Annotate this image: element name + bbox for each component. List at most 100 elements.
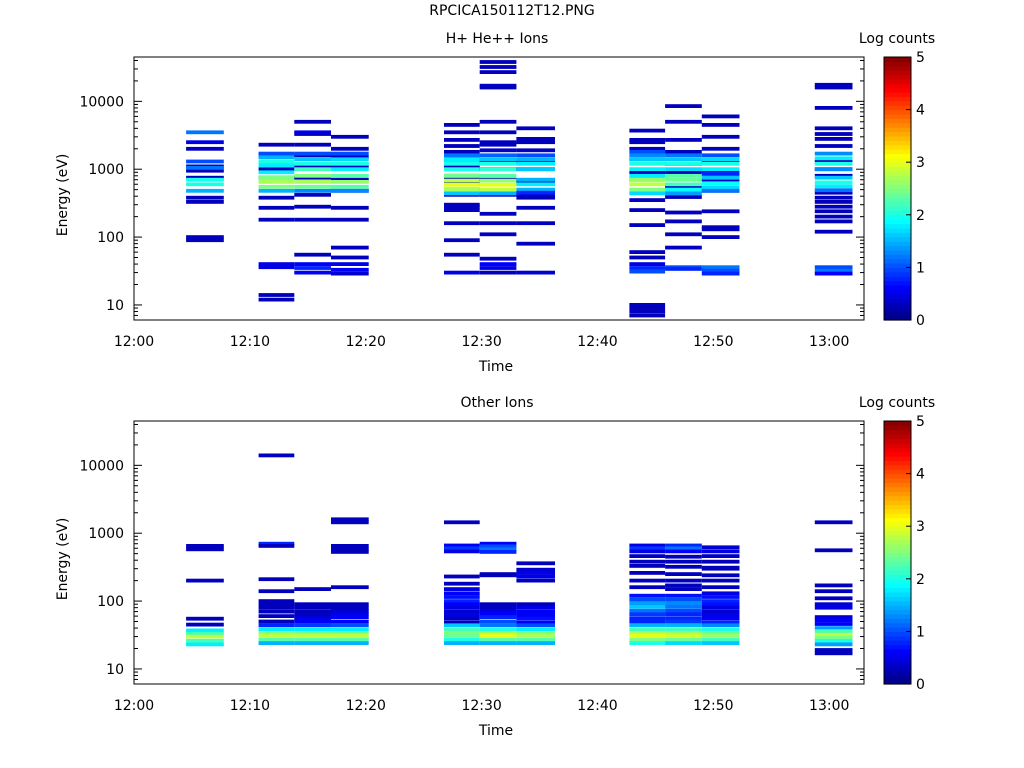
spectrogram-cell [444,130,480,135]
spectrogram-cell [701,545,740,550]
spectrogram-cell [629,585,666,590]
spectrogram-cell [294,270,331,275]
spectrogram-cell [258,544,295,548]
spectrogram-cell [629,208,666,212]
y-tick-label: 10000 [79,458,124,474]
spectrogram-cell [814,635,853,640]
spectrogram-cell [479,159,517,164]
spectrogram-cell [629,633,666,638]
spectrogram-cell [444,202,480,207]
colorbar-tick-label: 2 [916,572,925,588]
spectrogram-cell [516,192,555,197]
spectrogram-cell [479,256,517,261]
spectrogram-cell [665,170,702,175]
spectrogram-cell [186,182,224,187]
spectrogram-cell [814,605,853,610]
spectrogram-cell [701,599,740,603]
colorbar-swatch [884,206,911,212]
spectrogram-cell [331,205,369,210]
spectrogram-cell [701,559,740,564]
spectrogram-cell [516,187,555,192]
colorbar-swatch [884,631,911,637]
colorbar-swatch [884,166,911,172]
colorbar-swatch [884,675,911,681]
spectrogram-cell [258,631,295,635]
colorbar-swatch [884,61,911,67]
spectrogram-cell [701,188,740,193]
y-tick-label: 100 [97,230,124,246]
colorbar-swatch [884,464,911,470]
spectrogram-cell [479,182,517,187]
y-tick-label: 10 [106,662,124,678]
plot-frame [133,56,865,321]
spectrogram-cell [444,609,480,614]
spectrogram-cell [665,245,702,250]
spectrogram-cell [294,204,331,209]
colorbar-swatch [884,534,911,540]
spectrogram-cell [479,608,517,613]
spectrogram-cell [258,205,295,210]
colorbar-tick-label: 3 [916,155,925,171]
spectrogram-cell [444,164,480,169]
x-tick-label: 12:20 [346,334,386,350]
colorbar-swatch [884,315,911,321]
spectrogram-cell [479,65,517,69]
spectrogram-cell [294,609,331,614]
spectrogram-cell [444,616,480,621]
spectrogram-cell [479,140,517,145]
colorbar-swatch [884,280,911,286]
spectrogram-cell [701,623,740,628]
colorbar-swatch [884,74,911,80]
spectrogram-cell [814,648,853,652]
spectrogram-cell [665,623,702,628]
colorbar-swatch [884,556,911,562]
spectrogram-cell [331,134,369,139]
spectrogram-cell [629,191,666,196]
colorbar-swatch [884,596,911,602]
spectrogram-cell [331,633,369,638]
spectrogram-cell [479,119,517,124]
spectrogram-cell [258,297,295,302]
spectrogram-cell [331,245,369,250]
spectrogram-cell [701,159,740,164]
spectrogram-plot: 12:00 12:10 12:20 12:30 12:40 12:50 13:00 10 100… [79,420,865,714]
spectrogram-cell [629,128,666,133]
colorbar-swatch [884,70,911,76]
spectrogram-cell [814,596,853,601]
spectrogram-cell [629,170,666,175]
colorbar-swatch [884,600,911,606]
spectrogram-cell [814,268,853,273]
spectrogram-cell [479,85,517,90]
spectrogram-cell [516,578,555,583]
colorbar-swatch [884,517,911,523]
spectrogram-cell [665,119,702,124]
colorbar-swatch [884,105,911,111]
spectrogram-cell [331,637,369,642]
colorbar-swatch [884,201,911,207]
spectrogram-cell [331,173,369,178]
spectrogram-cell [516,561,555,566]
colorbar-swatch [884,574,911,580]
colorbar-swatch [884,245,911,251]
spectrogram-cell [701,153,740,158]
spectrogram-cell [186,638,224,643]
spectrogram-cell [331,157,369,162]
spectrogram-cell [629,309,666,314]
spectrogram-cell [258,605,295,610]
colorbar-swatch [884,469,911,475]
spectrogram-cell [701,181,740,186]
spectrogram-cell [629,593,666,598]
spectrogram-cell [701,167,740,172]
spectrogram-cell [665,572,702,576]
spectrogram-cell [629,605,666,609]
spectrogram-cell [444,182,480,187]
spectrogram-cell [444,208,480,212]
spectrogram-cell [258,163,295,167]
spectrogram-cell [331,167,369,172]
colorbar-swatch [884,609,911,615]
colorbar-tick-label: 5 [916,414,925,430]
colorbar-swatch [884,618,911,624]
spectrogram-cell [186,642,224,647]
spectrogram-cell [665,161,702,166]
spectrogram-cell [479,631,517,635]
